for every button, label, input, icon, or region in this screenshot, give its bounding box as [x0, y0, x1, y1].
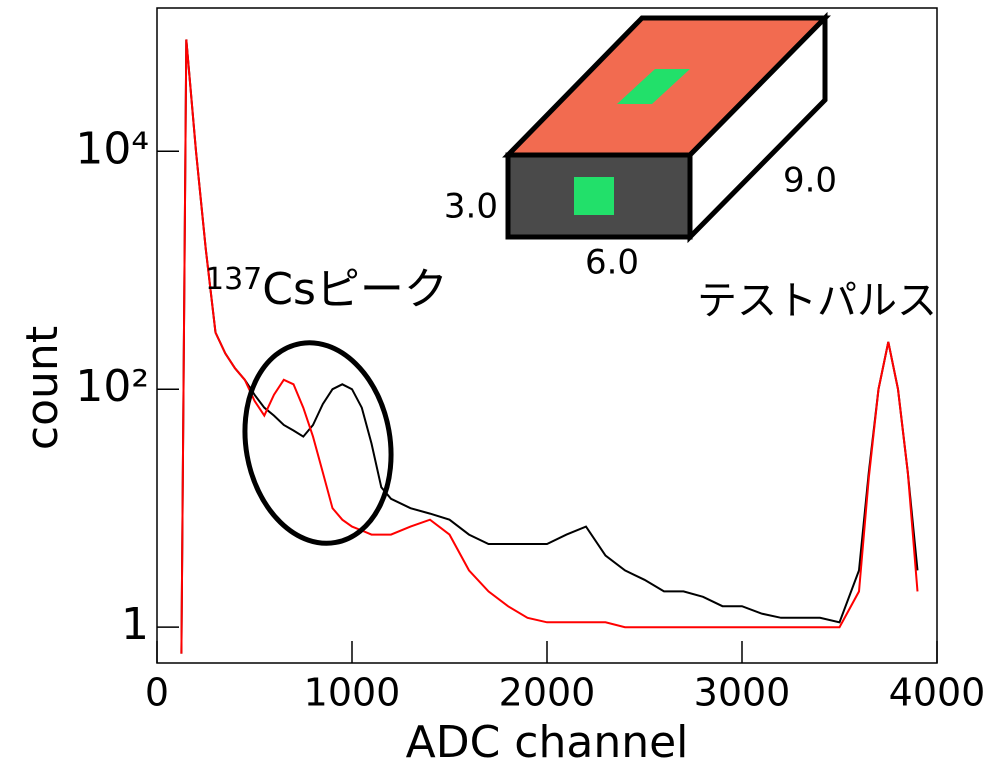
- x-tick-label: 3000: [694, 671, 791, 715]
- height-label: 3.0: [444, 187, 498, 227]
- plot-area: [180, 39, 919, 654]
- depth-label: 9.0: [783, 161, 837, 201]
- x-tick-label: 2000: [499, 671, 596, 715]
- x-axis-label: ADC channel: [406, 717, 689, 768]
- x-tick-label: 1000: [304, 671, 401, 715]
- y-tick-label: 10⁴: [75, 123, 149, 174]
- width-label: 6.0: [585, 243, 639, 283]
- y-tick-label: 10²: [75, 361, 149, 412]
- detector-inset: [502, 11, 831, 244]
- front-pad: [574, 177, 614, 215]
- pulse-label: テストパルス: [697, 278, 937, 324]
- peak-mass: 137: [205, 262, 262, 297]
- series-line: [180, 39, 919, 654]
- y-tick-label: 1: [121, 599, 149, 650]
- peak-text: Csピーク: [262, 264, 448, 315]
- x-tick-label: 0: [145, 671, 169, 715]
- x-tick-label: 4000: [889, 671, 986, 715]
- series-line: [180, 39, 919, 654]
- y-axis-label: count: [17, 326, 68, 450]
- top-pad: [617, 69, 690, 104]
- peak-circle: [242, 340, 394, 546]
- peak-label: 137Csピーク: [205, 262, 448, 316]
